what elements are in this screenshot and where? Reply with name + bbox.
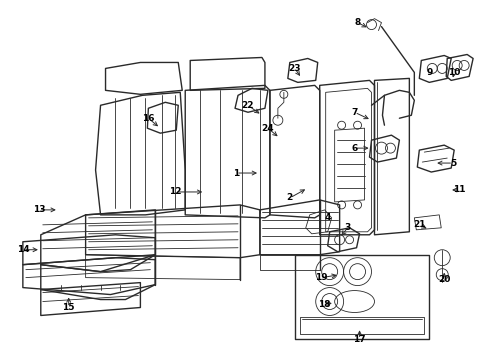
Text: 21: 21 <box>412 220 425 229</box>
Text: 16: 16 <box>142 114 154 123</box>
Text: 23: 23 <box>288 64 301 73</box>
Text: 17: 17 <box>352 335 365 344</box>
Text: 11: 11 <box>452 185 465 194</box>
Text: 14: 14 <box>17 245 29 254</box>
Text: 7: 7 <box>351 108 357 117</box>
Text: 1: 1 <box>232 168 239 177</box>
Text: 3: 3 <box>344 223 350 232</box>
Text: 5: 5 <box>449 158 455 167</box>
Text: 6: 6 <box>351 144 357 153</box>
Text: 24: 24 <box>261 124 274 133</box>
Text: 22: 22 <box>241 101 254 110</box>
Text: 13: 13 <box>33 206 45 215</box>
Text: 8: 8 <box>354 18 360 27</box>
Text: 2: 2 <box>286 193 292 202</box>
Text: 18: 18 <box>318 300 330 309</box>
Text: 19: 19 <box>315 273 327 282</box>
Text: 12: 12 <box>169 188 181 197</box>
Text: 20: 20 <box>437 275 449 284</box>
Text: 4: 4 <box>324 213 330 222</box>
Text: 15: 15 <box>62 303 75 312</box>
Text: 9: 9 <box>425 68 431 77</box>
Text: 10: 10 <box>447 68 459 77</box>
